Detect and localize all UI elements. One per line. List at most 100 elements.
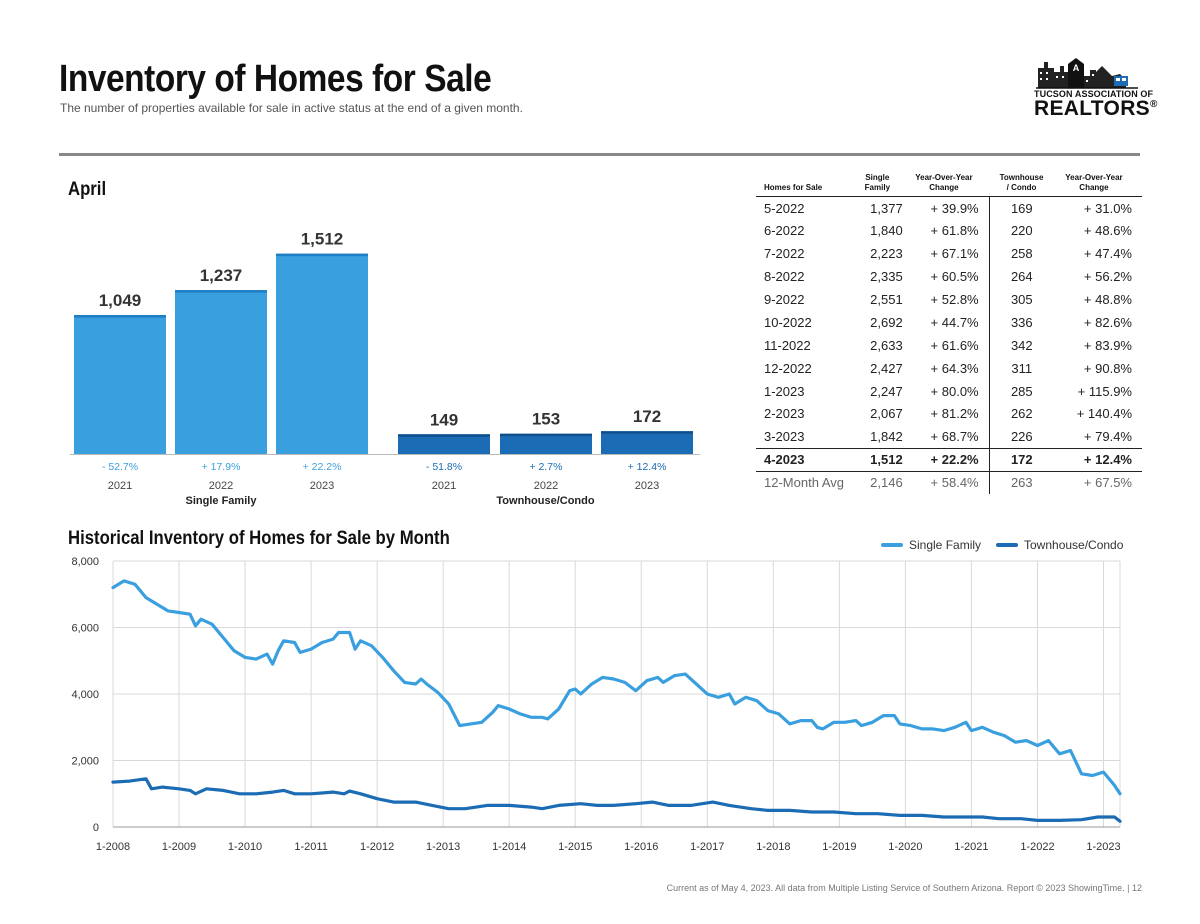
table-cell: + 81.2% xyxy=(906,402,990,426)
table-row: 7-2022 2,223 + 67.1% 258 + 47.4% xyxy=(756,242,1142,266)
col-header-single-family: Single Family xyxy=(847,173,907,197)
x-tick-label: 1-2021 xyxy=(954,841,988,853)
table-row: 1-2023 2,247 + 80.0% 285 + 115.9% xyxy=(756,379,1142,403)
bar-top-edge xyxy=(398,434,490,437)
table-cell: 226 xyxy=(1010,429,1033,445)
bar-value-label: 1,237 xyxy=(200,266,243,285)
april-bar-chart: 1,049 - 52.7% 2021 1,237 + 17.9% 2022 1,512 + 2… xyxy=(70,230,700,507)
table-cell: 264 xyxy=(1010,269,1033,285)
table-cell: 220 xyxy=(1010,223,1033,239)
x-tick-label: 1-2013 xyxy=(426,841,460,853)
x-tick-label: 1-2014 xyxy=(492,841,526,853)
table-cell: 2,247 xyxy=(870,383,903,399)
col-header-yoy-th: Year-Over-Year Change xyxy=(1053,173,1142,197)
registered-mark: ® xyxy=(1149,99,1158,110)
table-cell: + 56.2% xyxy=(1083,269,1132,285)
table-cell: + 47.4% xyxy=(1083,246,1132,262)
x-tick-label: 1-2019 xyxy=(822,841,856,853)
table-cell: + 68.7% xyxy=(906,425,990,449)
table-cell: 2,335 xyxy=(870,269,903,285)
x-tick-label: 1-2016 xyxy=(624,841,658,853)
table-cell: 9-2022 xyxy=(764,292,805,307)
table-cell: 263 xyxy=(1010,475,1033,491)
table-row: 3-2023 1,842 + 68.7% 226 + 79.4% xyxy=(756,425,1142,449)
bar-change-label: + 2.7% xyxy=(530,461,563,473)
table-cell: 262 xyxy=(1010,406,1033,422)
table-cell: + 39.9% xyxy=(906,196,990,220)
bar-top-edge xyxy=(500,433,592,437)
x-tick-label: 1-2023 xyxy=(1086,841,1120,853)
historical-line-chart: 1-2008 1-2009 1-2010 1-2011 1-2012 1-2013 1-20… xyxy=(71,556,1122,853)
legend-swatch-townhouse xyxy=(996,543,1018,547)
table-cell: 10-2022 xyxy=(764,314,812,330)
table-cell: 1,840 xyxy=(870,223,903,239)
table-cell: 2,067 xyxy=(870,406,903,422)
y-tick-label: 0 xyxy=(93,822,99,834)
table-cell: 12-2022 xyxy=(764,360,812,376)
table-cell: + 44.7% xyxy=(906,310,990,334)
table-cell: 1-2023 xyxy=(764,383,805,399)
table-row: 5-2022 1,377 + 39.9% 169 + 31.0% xyxy=(756,196,1142,220)
bar-value-label: 172 xyxy=(633,407,661,426)
table-cell: + 48.8% xyxy=(1083,292,1132,307)
table-cell: + 83.9% xyxy=(1083,337,1132,353)
table-cell: + 48.6% xyxy=(1083,223,1132,239)
table-cell: 2,551 xyxy=(870,292,903,307)
logo-emblem-letter: A xyxy=(1073,63,1080,73)
table-cell: 2,427 xyxy=(870,360,903,376)
bar-single-family-2022 xyxy=(175,290,267,454)
table-cell: + 90.8% xyxy=(1083,360,1132,376)
bar-change-label: + 12.4% xyxy=(628,461,667,473)
table-cell: 1,377 xyxy=(870,200,903,216)
table-cell: 3-2023 xyxy=(764,429,805,445)
table-row-highlight: 4-2023 1,512 + 22.2% 172 + 12.4% xyxy=(756,447,1142,472)
bar-single-family-2023 xyxy=(276,253,368,454)
table-cell: + 82.6% xyxy=(1083,314,1132,330)
col-header-yoy-sf: Year-Over-Year Change xyxy=(906,173,990,197)
table-cell: + 61.6% xyxy=(906,333,990,357)
table-cell: 172 xyxy=(989,447,1054,472)
bar-category-label: 2022 xyxy=(534,480,558,492)
table-cell: + 52.8% xyxy=(906,288,990,311)
table-cell: 8-2022 xyxy=(764,269,805,285)
table-row: 11-2022 2,633 + 61.6% 342 + 83.9% xyxy=(756,333,1142,357)
header-divider xyxy=(59,153,1140,156)
series-line-single-family xyxy=(111,579,1122,796)
table-cell: + 31.0% xyxy=(1083,200,1132,216)
table-cell: 2,146 xyxy=(870,475,903,491)
col-header-townhouse-text: Townhouse / Condo xyxy=(999,173,1044,192)
bar-change-label: + 22.2% xyxy=(303,461,342,473)
table-row: 8-2022 2,335 + 60.5% 264 + 56.2% xyxy=(756,265,1142,289)
table-cell: 342 xyxy=(1010,337,1033,353)
bar-townhouse-2022 xyxy=(500,433,592,454)
table-cell: 311 xyxy=(1011,360,1033,376)
bar-value-label: 149 xyxy=(430,410,458,429)
logo-text-realtors: REALTORS® xyxy=(1034,97,1158,121)
bar-group-label: Single Family xyxy=(186,495,258,507)
table-cell: + 58.4% xyxy=(906,471,990,495)
col-header-single-family-text: Single Family xyxy=(864,173,891,192)
col-header-townhouse: Townhouse / Condo xyxy=(989,173,1054,197)
table-cell: + 61.8% xyxy=(906,219,990,243)
bar-category-label: 2023 xyxy=(310,480,334,492)
bar-townhouse-2023 xyxy=(601,431,693,454)
table-row: 10-2022 2,692 + 44.7% 336 + 82.6% xyxy=(756,310,1142,334)
legend-swatch-single-family xyxy=(881,543,903,547)
footer-note: Current as of May 4, 2023. All data from… xyxy=(666,883,1142,893)
table-cell: + 64.3% xyxy=(906,356,990,380)
col-header-yoy-sf-text: Year-Over-Year Change xyxy=(915,173,973,192)
bar-group-label: Townhouse/Condo xyxy=(496,495,594,507)
bar-value-label: 153 xyxy=(532,410,560,429)
bar-top-edge xyxy=(175,290,267,293)
bar-chart-title: April xyxy=(68,179,107,200)
x-tick-label: 1-2017 xyxy=(690,841,724,853)
table-cell: 5-2022 xyxy=(764,200,805,216)
table-cell: + 12.4% xyxy=(1053,447,1142,472)
table-cell: 6-2022 xyxy=(764,223,805,239)
table-body: 5-2022 1,377 + 39.9% 169 + 31.0% 6-2022 1,840 +… xyxy=(756,196,1142,495)
x-tick-label: 1-2018 xyxy=(756,841,790,853)
legend-label-townhouse: Townhouse/Condo xyxy=(1024,538,1124,552)
table-cell: 11-2022 xyxy=(764,337,811,353)
bar-change-label: - 51.8% xyxy=(426,461,462,473)
table-cell: 2,223 xyxy=(870,246,903,262)
